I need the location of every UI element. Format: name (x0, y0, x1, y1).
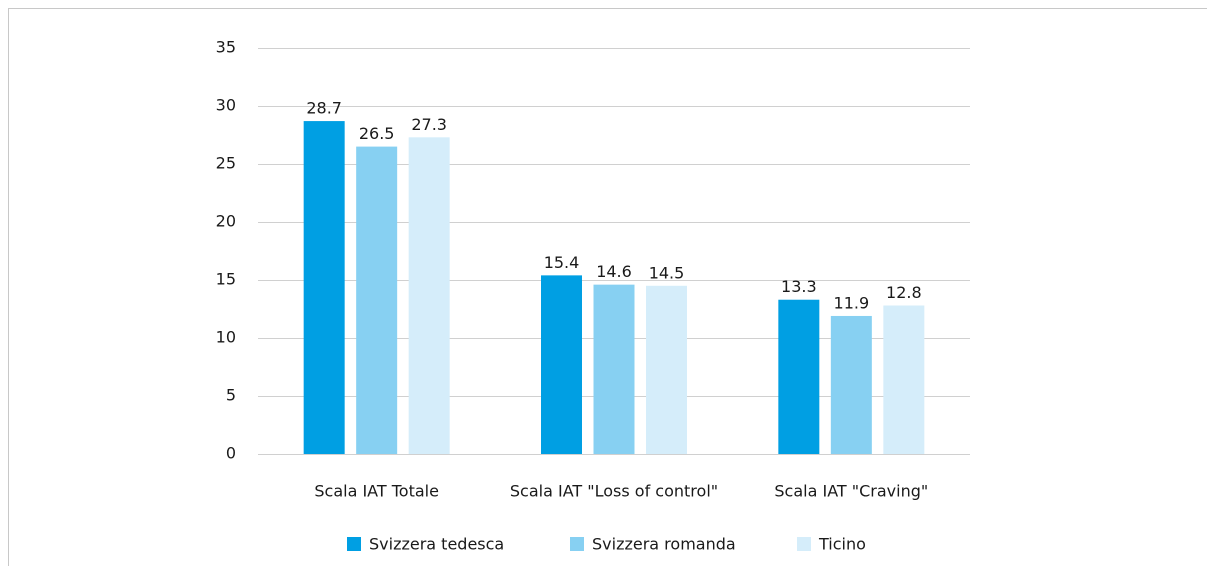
bar (356, 146, 398, 454)
data-label: 14.5 (649, 263, 685, 282)
data-label: 14.6 (596, 262, 632, 281)
bar (778, 299, 820, 454)
data-label: 11.9 (834, 293, 870, 312)
bar (646, 285, 687, 454)
bar (830, 315, 872, 454)
bar (408, 137, 450, 454)
y-tick-label: 10 (216, 328, 236, 347)
y-tick-label: 25 (216, 154, 236, 173)
y-tick-label: 5 (226, 386, 236, 405)
bar (593, 284, 635, 454)
bar (541, 275, 582, 454)
legend-label: Ticino (818, 535, 866, 554)
y-tick-label: 0 (226, 444, 236, 463)
legend-label: Svizzera romanda (592, 535, 736, 554)
y-tick-label: 15 (216, 270, 236, 289)
bar (883, 305, 925, 454)
data-label: 12.8 (886, 283, 922, 302)
data-label: 15.4 (544, 253, 580, 272)
x-tick-label: Scala IAT "Loss of control" (510, 482, 718, 501)
x-tick-label: Scala IAT Totale (314, 482, 439, 501)
y-tick-label: 35 (216, 38, 236, 57)
legend-swatch (347, 537, 361, 551)
data-label: 27.3 (411, 115, 447, 134)
bar (303, 121, 345, 454)
legend-swatch (570, 537, 584, 551)
y-tick-label: 30 (216, 96, 236, 115)
data-label: 28.7 (306, 99, 342, 118)
data-label: 13.3 (781, 277, 817, 296)
legend-label: Svizzera tedesca (369, 535, 504, 554)
y-tick-label: 20 (216, 212, 236, 231)
x-tick-label: Scala IAT "Craving" (774, 482, 928, 501)
legend-swatch (797, 537, 811, 551)
data-label: 26.5 (359, 124, 395, 143)
